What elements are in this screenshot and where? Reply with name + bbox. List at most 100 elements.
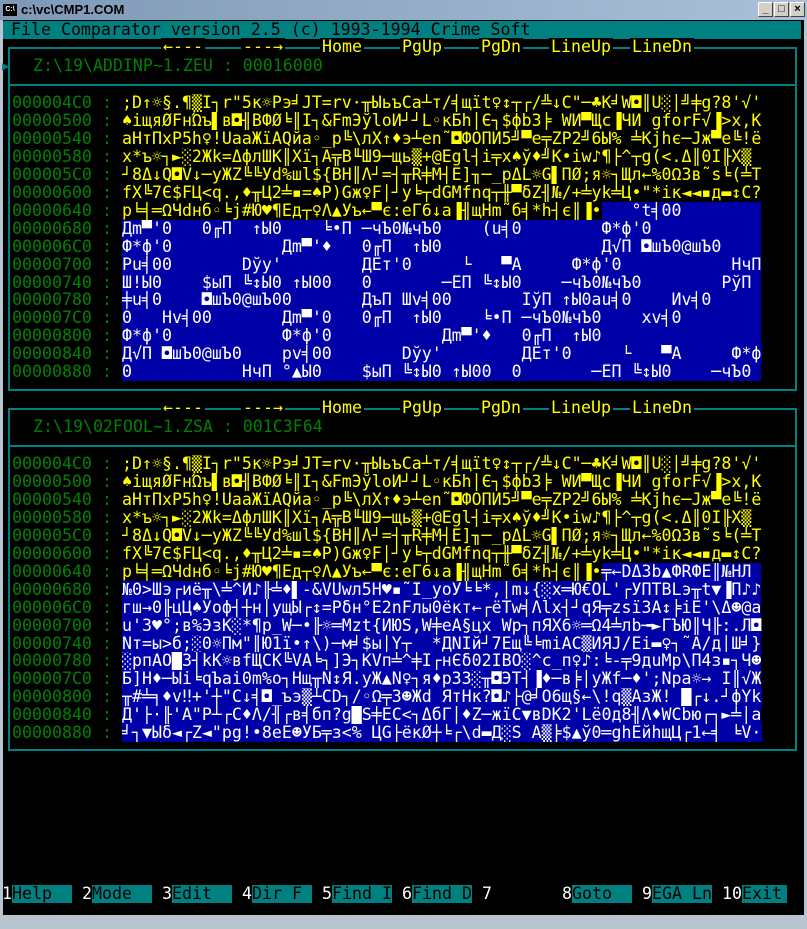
console-frame: [0, 20, 807, 929]
nav-pgup-button[interactable]: PgUp: [400, 37, 444, 56]
fkey-3-button[interactable]: 3Edit: [162, 885, 232, 903]
row-address: 00000680: [12, 579, 92, 599]
nav-home-button[interactable]: Home: [320, 37, 364, 56]
console-icon[interactable]: C:\: [3, 4, 17, 16]
nav-pgdn-button[interactable]: PgDn: [479, 37, 523, 56]
row-data-diff: Ш!Ы0 $ыП ╚↕Ы0 ↑Ы00 0 ─ЁП ╚↕Ы0 ─чЪ0№чЪ0 P…: [122, 273, 762, 292]
row-data[interactable]: p╘╡═ΩЧdнб◦╘j#Ю♥¶Eд┬♀Λ▲Ўъ←▀є:eГ6↓a▐╢щHm˜б…: [122, 562, 762, 581]
fkey-label: EGA Ln: [652, 884, 712, 903]
row-data[interactable]: ┘8Δ↓Q◘V↓─yЖZ╚╚Ўd%шl${BH║Λ┘=┤╥R╪M┤Ё]╖─_pΔ…: [122, 527, 762, 545]
row-data[interactable]: ♠iщяǾFнΏъ▌в◘╢BФǾ╘║I┐&FmЭўloЙ┘┘L◦кБh│Є┐$ф…: [122, 112, 762, 130]
fkey-1-button[interactable]: 1Help: [2, 885, 72, 903]
close-button[interactable]: ×: [790, 2, 805, 17]
row-data[interactable]: №0>Шэ┌иё╥\╧^Й♪╟╧♦▌-&VUwл5H♥▪˜Ï_yoЎ╘╘*,│m…: [122, 580, 762, 599]
nav-linedn-button[interactable]: LineDn: [630, 398, 694, 417]
row-data[interactable]: Ш!Ы0 $ыП ╚↕Ы0 ↑Ы00 0 ─ЁП ╚↕Ы0 ─чЪ0№чЪ0 P…: [122, 273, 762, 292]
fkey-5-button[interactable]: 5Find I: [322, 885, 392, 903]
row-address: 00000580: [12, 507, 92, 527]
fkey-9-button[interactable]: 9EGA Ln: [642, 885, 712, 903]
row-data-same: ♠iщяǾFнΏъ▌в◘╢BФǾ╘║I┐&FmЭўloЙ┘┘L◦кБh│Є┐$ф…: [122, 472, 762, 491]
nav-left-button[interactable]: ←---: [161, 398, 205, 417]
fkey-4-button[interactable]: 4Dir F: [242, 885, 312, 903]
row-data[interactable]: гш→0╟цЦ♠Уоф┤┼н│ущЫ┌↕=Pδн°E2nFлы0ёкт←┌ёTw…: [122, 598, 762, 617]
row-data[interactable]: ;D↑☼§.¶▒Ï┐r"5к☼Pэ╛JT=rv·╥ЫьъCa┴т/╡щït♀↕┬…: [122, 94, 762, 112]
row-address: 000005C0: [12, 525, 92, 545]
row-data[interactable]: ╪u╡0 ◘шЪ0@шЪ00 ДъП Шv╡00 ÏўП ↑Ы0au╡0 Иv╡…: [122, 291, 762, 310]
row-data[interactable]: fX╚7Є$FЦ<q.,♦╥Ц2╧▪=♠P)Gж♀F│┘y╘┬dGMfnq┬╫▀…: [122, 184, 762, 202]
row-data[interactable]: u'З♥°;в%ЭзK░*¶p_W─•╟☼═Mzt{ЙЮS,W╪eA§цx Wp…: [122, 616, 762, 635]
row-data[interactable]: ░рпAO█З┤kK☼вfЩCK╚VA╘┐]Э┐KVп╧^╪Ï┌нЄδ02IBO…: [122, 652, 762, 671]
row-data-same: aHтПxP5h♀!UaaЖïAQйa◦_p╚\лX↑♦э┴en˜◘ФОПИ5╝…: [122, 490, 762, 509]
row-colon: :: [102, 344, 112, 364]
nav-right-button[interactable]: ---→: [241, 37, 285, 56]
row-colon: :: [102, 525, 112, 545]
row-address: 00000880: [12, 723, 92, 743]
row-data-diff: Ф*ф'0 Дm▀'♦ 0╓П ↑Ы0 Д√П ◘шЪ0@шЪ0: [122, 237, 762, 256]
status-strip: [0, 915, 807, 929]
nav-left-button[interactable]: ←---: [161, 37, 205, 56]
row-data[interactable]: ♠iщяǾFнΏъ▌в◘╢BФǾ╘║I┐&FmЭўloЙ┘┘L◦кБh│Є┐$ф…: [122, 473, 762, 491]
row-data[interactable]: Ф*ф'0 Дm▀'♦ 0╓П ↑Ы0 Д√П ◘шЪ0@шЪ0: [122, 237, 762, 256]
row-data[interactable]: Pu╡00 Dўy' ДЁт'0 └ ▀A Ф*ф'0 HчП: [122, 255, 762, 274]
row-address: 000006C0: [12, 597, 92, 617]
fkey-2-button[interactable]: 2Mode: [82, 885, 152, 903]
fkey-6-button[interactable]: 6Find D: [402, 885, 472, 903]
minimize-button[interactable]: _: [758, 2, 773, 17]
row-data[interactable]: 0 Hv╡00 Дm▀'0 0╓П ↑Ы0 ╘•П ─чЪ0№чЪ0 xv╡0: [122, 309, 762, 328]
maximize-button[interactable]: □: [774, 2, 789, 17]
row-data[interactable]: x*ъ☼┐►░2Жk=ΔфлШK║Xï┐Ā╦B╙Ш9─щь▒+@Egl┤i╤x♠…: [122, 148, 762, 166]
row-data-diff: 0 HчП °▲Ы0 $ыП ╚↕Ы0 ↑Ы00 0 ─ЁП ╚↕Ы0 ─чЪ0: [122, 363, 762, 382]
row-data[interactable]: aHтПxP5h♀!UaaЖïAQйa◦_p╚\лX↑♦э┴en˜◘ФОПИ5╝…: [122, 130, 762, 148]
row-data-same: aHтПxP5h♀!UaaЖïAQйa◦_p╚\лX↑♦э┴en˜◘ФОПИ5╝…: [122, 129, 762, 148]
nav-lineup-button[interactable]: LineUp: [549, 398, 613, 417]
row-data[interactable]: 0 HчП °▲Ы0 $ыП ╚↕Ы0 ↑Ы00 0 ─ЁП ╚↕Ы0 ─чЪ0: [122, 363, 762, 382]
row-colon: :: [102, 236, 112, 256]
row-address: 00000840: [12, 705, 92, 725]
nav-lineup-button[interactable]: LineUp: [549, 37, 613, 56]
row-data[interactable]: Ф*ф'0 Ф*ф'0 Дm▀'♦ 0╓П ↑Ы0: [122, 327, 762, 346]
row-colon: :: [102, 687, 112, 707]
row-data[interactable]: x*ъ☼┐►░2Жk=ΔфлШK║Xï┐Ā╦B╙Ш9─щь▒+@Egl┤i╤x♠…: [122, 509, 762, 527]
nav-home-button[interactable]: Home: [320, 398, 364, 417]
row-data[interactable]: ;D↑☼§.¶▒Ï┐r"5к☼Pэ╛JT=rv·╥ЫьъCa┴т/╡щït♀↕┬…: [122, 455, 762, 473]
row-data[interactable]: ╥#╧╕♦v‼+'┼"C↓╡◘_ъэ▒┴CD┐/◦Ω╤3☻Жd ЯтHк?◘♪├…: [122, 688, 762, 707]
fkey-number: 9: [642, 884, 652, 903]
row-data[interactable]: Дm▀'0 0╓П ↑Ы0 ╘•П ─чЪ0№чЪ0 (u╡0 Ф*ф'0: [122, 219, 762, 238]
fkey-7-button[interactable]: 7: [482, 885, 552, 903]
fkey-8-button[interactable]: 8Goto: [562, 885, 632, 903]
row-data[interactable]: p╘╡═ΩЧdнб◦╘j#Ю♥¶Eд┬♀Λ▲Ўъ←▀є:eГ6↓a▐╢щHm˜б…: [122, 201, 762, 220]
row-data[interactable]: Nт=ы>б;░0☼Пм"║Ю1ï•↑\)─м╛$ы│Y┬ *ДNIй┘7Eщ╚…: [122, 634, 762, 653]
row-data-diff: ╛┐▼Ыδ◄┌Z◄"pg!•8eE☻УБ╤з<% ЦG├ёкǾ┼╘┌\d▬Д░S…: [122, 724, 762, 743]
active-panel-marker-icon: ▶: [2, 59, 10, 73]
row-data[interactable]: ┘8Δ↓Q◘V↓─yЖZ╚╚Ўd%шl${BH║Λ┘=┤╥R╪M┤Ё]╖─_pΔ…: [122, 166, 762, 184]
window-titlebar: C:\ c:\vc\CMP1.COM _ □ ×: [0, 0, 807, 20]
row-colon: :: [102, 543, 112, 563]
row-data[interactable]: Д√П ◘шЪ0@шЪ0 pv╡00 Dўy' ДЁт'0 └ ▀A Ф*ф': [122, 345, 762, 364]
row-address: 00000840: [12, 344, 92, 364]
row-data[interactable]: Б]H♦─Ыi╘qЪai0m%o┐Hщ╥N↕Я.yЖ▲N♀┐я♦p3З░╥◘ЭT…: [122, 670, 762, 689]
fkey-number: 8: [562, 884, 572, 903]
row-data[interactable]: Д'├·╟'A"P┴┌C♦Λ/╢┌в╡бп?g█S╪EC<┐ΔбГ│♦Z─жïC…: [122, 706, 762, 725]
nav-pgup-button[interactable]: PgUp: [400, 398, 444, 417]
row-colon: :: [102, 93, 112, 112]
row-data-diff: 0 Hv╡00 Дm▀'0 0╓П ↑Ы0 ╘•П ─чЪ0№чЪ0 xv╡0: [122, 309, 762, 328]
row-data-diff: Д'├·╟'A"P┴┌C♦Λ/╢┌в╡бп?g█S╪EC<┐ΔбГ│♦Z─жïC…: [122, 706, 762, 725]
fkey-10-button[interactable]: 10Exit: [722, 885, 787, 903]
row-address: 00000700: [12, 254, 92, 274]
nav-pgdn-button[interactable]: PgDn: [479, 398, 523, 417]
row-data[interactable]: aHтПxP5h♀!UaaЖïAQйa◦_p╚\лX↑♦э┴en˜◘ФОПИ5╝…: [122, 491, 762, 509]
row-data[interactable]: ╛┐▼Ыδ◄┌Z◄"pg!•8eE☻УБ╤з<% ЦG├ёкǾ┼╘┌\d▬Д░S…: [122, 724, 762, 743]
fkey-label: Dir F: [252, 885, 312, 903]
row-data[interactable]: fX╚7Є$FЦ<q.,♦╥Ц2╧▪=♠P)Gж♀F│┘y╘┬dGMfnq┬╫▀…: [122, 545, 762, 563]
fkey-number: 1: [2, 884, 12, 903]
row-colon: :: [102, 326, 112, 346]
app-title: File Comparator version 2.5 (c) 1993-199…: [11, 20, 531, 39]
row-data-diff: Дm▀'0 0╓П ↑Ы0 ╘•П ─чЪ0№чЪ0 (u╡0 Ф*ф'0: [122, 219, 762, 238]
row-data-diff: №0>Шэ┌иё╥\╧^Й♪╟╧♦▌-&VUwл5H♥▪˜Ï_yoЎ╘╘*,│m…: [122, 580, 762, 599]
nav-linedn-button[interactable]: LineDn: [630, 37, 694, 56]
row-data-diff: ╤←DΔЗb▲ФRФЁ║№HЛ: [601, 562, 762, 581]
row-colon: :: [102, 597, 112, 617]
nav-right-button[interactable]: ---→: [241, 398, 285, 417]
row-address: 000006C0: [12, 236, 92, 256]
row-colon: :: [102, 705, 112, 725]
